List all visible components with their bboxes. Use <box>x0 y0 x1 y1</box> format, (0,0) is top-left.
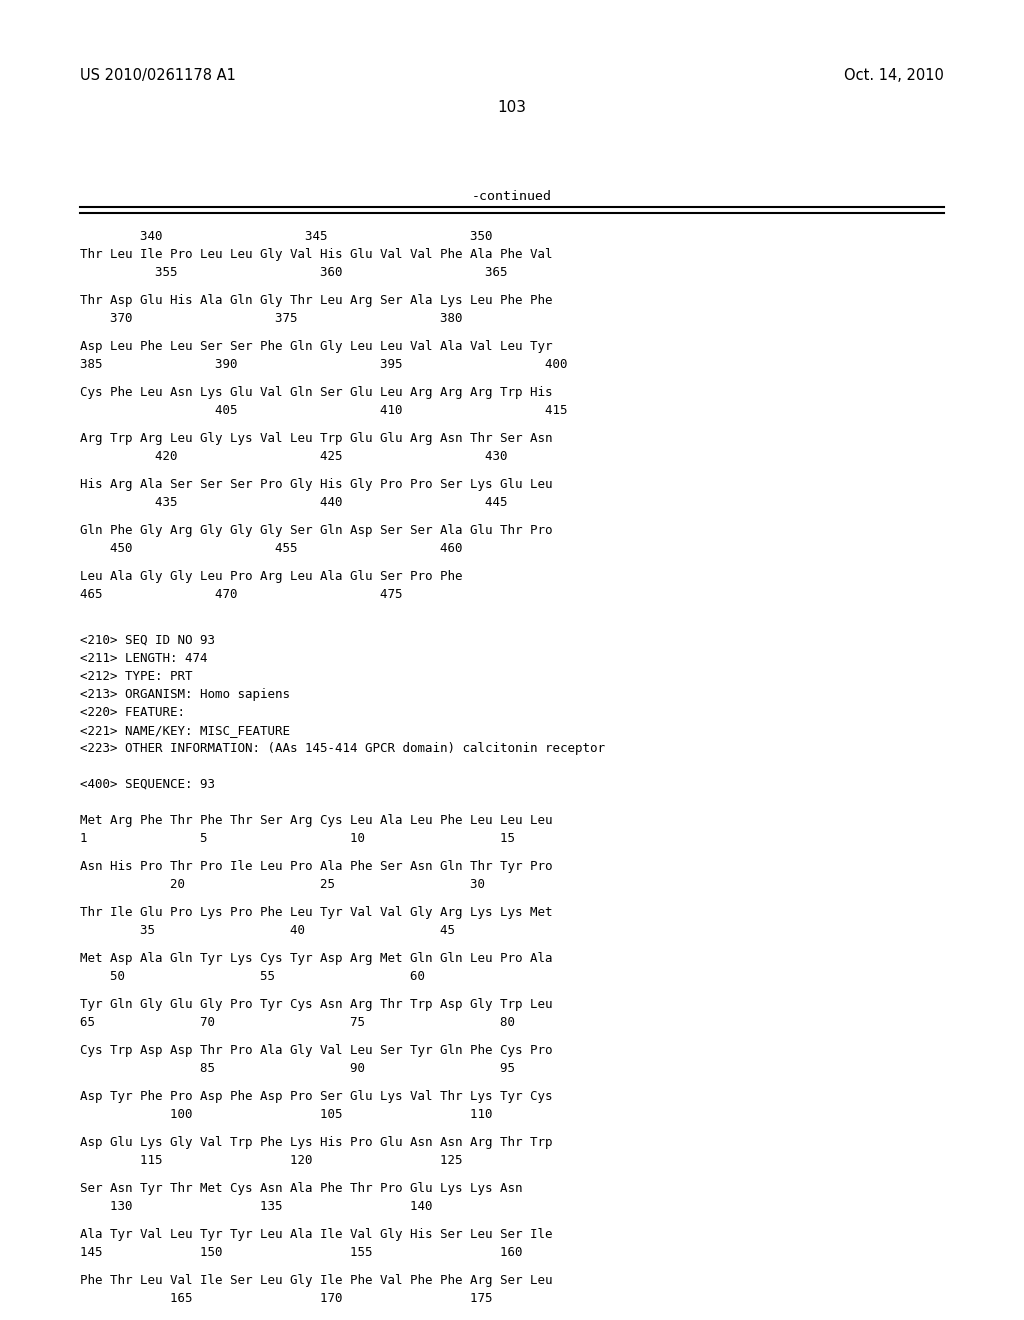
Text: 355                   360                   365: 355 360 365 <box>80 267 508 279</box>
Text: 165                 170                 175: 165 170 175 <box>80 1292 493 1305</box>
Text: 65              70                  75                  80: 65 70 75 80 <box>80 1016 515 1030</box>
Text: 1               5                   10                  15: 1 5 10 15 <box>80 832 515 845</box>
Text: 100                 105                 110: 100 105 110 <box>80 1107 493 1121</box>
Text: Met Asp Ala Gln Tyr Lys Cys Tyr Asp Arg Met Gln Gln Leu Pro Ala: Met Asp Ala Gln Tyr Lys Cys Tyr Asp Arg … <box>80 952 553 965</box>
Text: 450                   455                   460: 450 455 460 <box>80 543 463 554</box>
Text: Leu Ala Gly Gly Leu Pro Arg Leu Ala Glu Ser Pro Phe: Leu Ala Gly Gly Leu Pro Arg Leu Ala Glu … <box>80 570 463 583</box>
Text: Ser Asn Tyr Thr Met Cys Asn Ala Phe Thr Pro Glu Lys Lys Asn: Ser Asn Tyr Thr Met Cys Asn Ala Phe Thr … <box>80 1181 522 1195</box>
Text: Thr Ile Glu Pro Lys Pro Phe Leu Tyr Val Val Gly Arg Lys Lys Met: Thr Ile Glu Pro Lys Pro Phe Leu Tyr Val … <box>80 906 553 919</box>
Text: 435                   440                   445: 435 440 445 <box>80 496 508 510</box>
Text: Cys Phe Leu Asn Lys Glu Val Gln Ser Glu Leu Arg Arg Arg Trp His: Cys Phe Leu Asn Lys Glu Val Gln Ser Glu … <box>80 385 553 399</box>
Text: Arg Trp Arg Leu Gly Lys Val Leu Trp Glu Glu Arg Asn Thr Ser Asn: Arg Trp Arg Leu Gly Lys Val Leu Trp Glu … <box>80 432 553 445</box>
Text: Ala Tyr Val Leu Tyr Tyr Leu Ala Ile Val Gly His Ser Leu Ser Ile: Ala Tyr Val Leu Tyr Tyr Leu Ala Ile Val … <box>80 1228 553 1241</box>
Text: Tyr Gln Gly Glu Gly Pro Tyr Cys Asn Arg Thr Trp Asp Gly Trp Leu: Tyr Gln Gly Glu Gly Pro Tyr Cys Asn Arg … <box>80 998 553 1011</box>
Text: 385               390                   395                   400: 385 390 395 400 <box>80 358 567 371</box>
Text: Asp Leu Phe Leu Ser Ser Phe Gln Gly Leu Leu Val Ala Val Leu Tyr: Asp Leu Phe Leu Ser Ser Phe Gln Gly Leu … <box>80 341 553 352</box>
Text: <220> FEATURE:: <220> FEATURE: <box>80 706 185 719</box>
Text: <213> ORGANISM: Homo sapiens: <213> ORGANISM: Homo sapiens <box>80 688 290 701</box>
Text: Asp Tyr Phe Pro Asp Phe Asp Pro Ser Glu Lys Val Thr Lys Tyr Cys: Asp Tyr Phe Pro Asp Phe Asp Pro Ser Glu … <box>80 1090 553 1104</box>
Text: <221> NAME/KEY: MISC_FEATURE: <221> NAME/KEY: MISC_FEATURE <box>80 723 290 737</box>
Text: 340                   345                   350: 340 345 350 <box>80 230 493 243</box>
Text: -continued: -continued <box>472 190 552 203</box>
Text: <210> SEQ ID NO 93: <210> SEQ ID NO 93 <box>80 634 215 647</box>
Text: Thr Asp Glu His Ala Gln Gly Thr Leu Arg Ser Ala Lys Leu Phe Phe: Thr Asp Glu His Ala Gln Gly Thr Leu Arg … <box>80 294 553 308</box>
Text: US 2010/0261178 A1: US 2010/0261178 A1 <box>80 69 236 83</box>
Text: 50                  55                  60: 50 55 60 <box>80 970 425 983</box>
Text: 103: 103 <box>498 100 526 115</box>
Text: 465               470                   475: 465 470 475 <box>80 587 402 601</box>
Text: 130                 135                 140: 130 135 140 <box>80 1200 432 1213</box>
Text: Met Arg Phe Thr Phe Thr Ser Arg Cys Leu Ala Leu Phe Leu Leu Leu: Met Arg Phe Thr Phe Thr Ser Arg Cys Leu … <box>80 814 553 828</box>
Text: <212> TYPE: PRT: <212> TYPE: PRT <box>80 671 193 682</box>
Text: <211> LENGTH: 474: <211> LENGTH: 474 <box>80 652 208 665</box>
Text: Cys Trp Asp Asp Thr Pro Ala Gly Val Leu Ser Tyr Gln Phe Cys Pro: Cys Trp Asp Asp Thr Pro Ala Gly Val Leu … <box>80 1044 553 1057</box>
Text: Gln Phe Gly Arg Gly Gly Gly Ser Gln Asp Ser Ser Ala Glu Thr Pro: Gln Phe Gly Arg Gly Gly Gly Ser Gln Asp … <box>80 524 553 537</box>
Text: <400> SEQUENCE: 93: <400> SEQUENCE: 93 <box>80 777 215 791</box>
Text: Thr Leu Ile Pro Leu Leu Gly Val His Glu Val Val Phe Ala Phe Val: Thr Leu Ile Pro Leu Leu Gly Val His Glu … <box>80 248 553 261</box>
Text: Asn His Pro Thr Pro Ile Leu Pro Ala Phe Ser Asn Gln Thr Tyr Pro: Asn His Pro Thr Pro Ile Leu Pro Ala Phe … <box>80 861 553 873</box>
Text: Oct. 14, 2010: Oct. 14, 2010 <box>844 69 944 83</box>
Text: <223> OTHER INFORMATION: (AAs 145-414 GPCR domain) calcitonin receptor: <223> OTHER INFORMATION: (AAs 145-414 GP… <box>80 742 605 755</box>
Text: Asp Glu Lys Gly Val Trp Phe Lys His Pro Glu Asn Asn Arg Thr Trp: Asp Glu Lys Gly Val Trp Phe Lys His Pro … <box>80 1137 553 1148</box>
Text: 20                  25                  30: 20 25 30 <box>80 878 485 891</box>
Text: 370                   375                   380: 370 375 380 <box>80 312 463 325</box>
Text: 145             150                 155                 160: 145 150 155 160 <box>80 1246 522 1259</box>
Text: His Arg Ala Ser Ser Ser Pro Gly His Gly Pro Pro Ser Lys Glu Leu: His Arg Ala Ser Ser Ser Pro Gly His Gly … <box>80 478 553 491</box>
Text: Phe Thr Leu Val Ile Ser Leu Gly Ile Phe Val Phe Phe Arg Ser Leu: Phe Thr Leu Val Ile Ser Leu Gly Ile Phe … <box>80 1274 553 1287</box>
Text: 35                  40                  45: 35 40 45 <box>80 924 455 937</box>
Text: 420                   425                   430: 420 425 430 <box>80 450 508 463</box>
Text: 115                 120                 125: 115 120 125 <box>80 1154 463 1167</box>
Text: 405                   410                   415: 405 410 415 <box>80 404 567 417</box>
Text: 85                  90                  95: 85 90 95 <box>80 1063 515 1074</box>
